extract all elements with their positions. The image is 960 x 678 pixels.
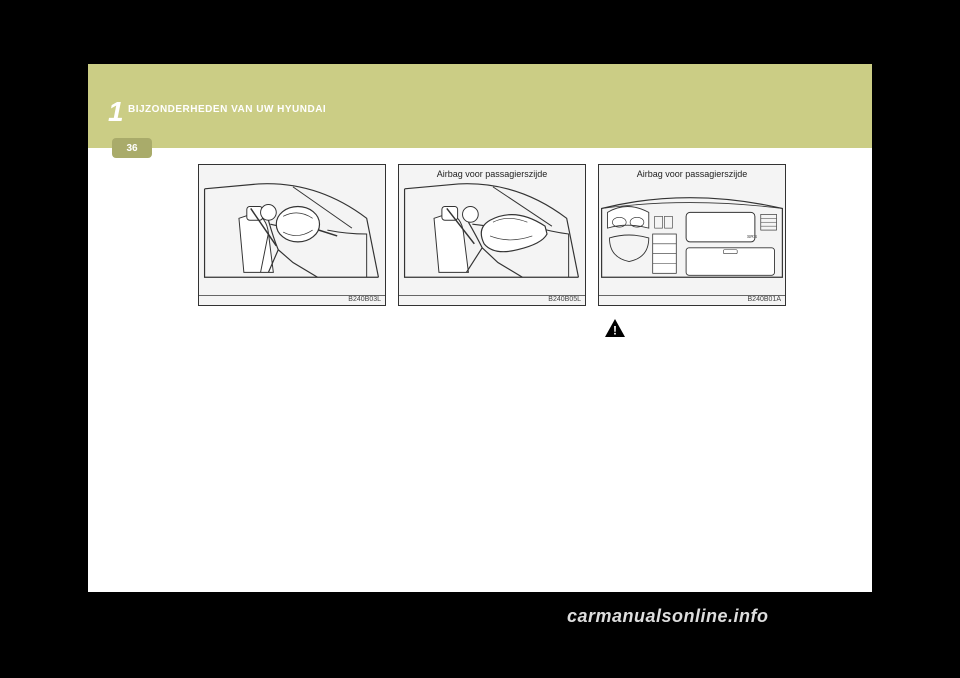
header-band: 1 BIJZONDERHEDEN VAN UW HYUNDAI bbox=[88, 64, 872, 148]
manual-page: 1 BIJZONDERHEDEN VAN UW HYUNDAI 36 bbox=[88, 64, 872, 592]
figure-caption: Airbag voor passagierszijde bbox=[399, 169, 585, 179]
page-number: 36 bbox=[126, 143, 137, 154]
chapter-title: BIJZONDERHEDEN VAN UW HYUNDAI bbox=[128, 104, 326, 115]
figure-code: B240B03L bbox=[199, 295, 385, 303]
figure-dashboard-airbag: Airbag voor passagierszijde SRS bbox=[598, 164, 786, 306]
page-number-box: 36 bbox=[112, 138, 152, 158]
warning-mark: ! bbox=[613, 324, 617, 338]
figure-code: B240B01A bbox=[599, 295, 785, 303]
illustration-passenger-side bbox=[399, 179, 585, 291]
illustration-driver-side bbox=[199, 179, 385, 291]
warning-icon: ! bbox=[604, 318, 626, 338]
watermark: carmanualsonline.info bbox=[567, 606, 769, 627]
figure-driver-airbag: B240B03L bbox=[198, 164, 386, 306]
figure-passenger-side-airbag: Airbag voor passagierszijde B240B05L bbox=[398, 164, 586, 306]
figure-code: B240B05L bbox=[399, 295, 585, 303]
figure-caption: Airbag voor passagierszijde bbox=[599, 169, 785, 179]
chapter-number: 1 bbox=[108, 96, 124, 128]
illustration-dashboard: SRS bbox=[599, 179, 785, 291]
svg-text:SRS: SRS bbox=[747, 234, 758, 240]
